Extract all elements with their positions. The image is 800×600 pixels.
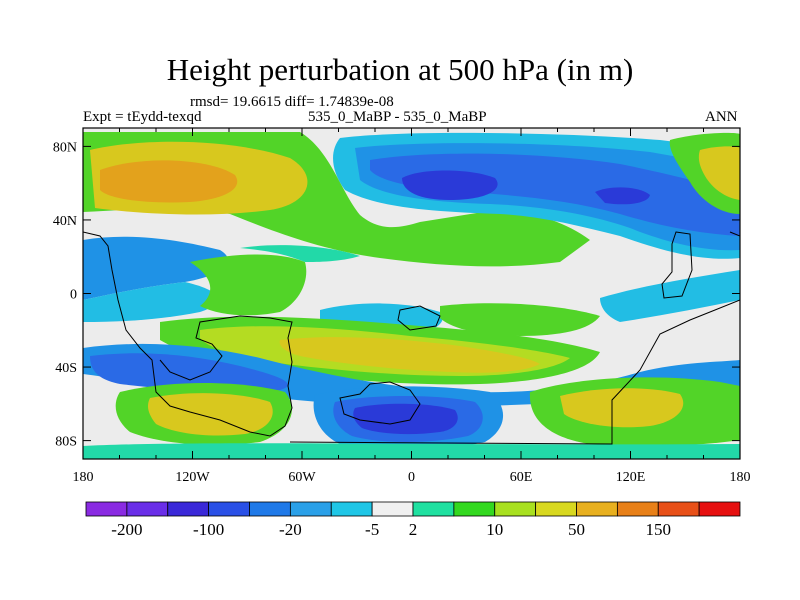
season-label: ANN [705,109,738,125]
colorbar-label: -100 [193,520,224,539]
colorbar-swatch [576,501,618,517]
colorbar-swatch [330,501,373,517]
x-tick-label: 180 [73,470,94,485]
x-tick-label: 60E [510,470,533,485]
colorbar-swatch [453,501,496,517]
colorbar-swatch [616,501,659,517]
stats-line: rmsd= 19.6615 diff= 1.74839e-08 [190,94,394,110]
x-axis: 180 120W 60W 0 60E 120E 180 [73,128,751,485]
colorbar-label: 50 [568,520,585,539]
y-axis: 80N 40N 0 40S 80S [53,140,740,450]
colorbar-label: -20 [279,520,302,539]
coastline-antarctica [289,299,740,445]
y-tick-label: 80S [55,435,77,450]
y-tick-label: 40S [55,361,77,376]
x-tick-label: 120W [175,470,210,485]
colorbar-swatch [289,501,332,517]
x-tick-label: 60W [288,470,316,485]
contour-equator-warm-tongue-edge [240,245,360,262]
contour-south-pacific-warm-core [148,393,273,436]
colorbar-label: 10 [486,520,503,539]
contour-equator-warm-east [440,303,600,336]
contour-sh-cool-belt-inner [90,353,288,392]
coastline-americas [83,231,293,437]
colorbar: -200 -100 -20 -5 2 10 50 150 [85,501,741,539]
colorbar-swatch [167,501,210,517]
colorbar-swatch [698,501,741,517]
colorbar-label: 150 [646,520,672,539]
colorbar-swatch [85,501,128,517]
contour-nh-east-warm-core [698,146,740,200]
x-tick-label: 180 [730,470,751,485]
x-tick-label: 0 [408,470,415,485]
colorbar-swatch [126,501,169,517]
contour-equator-cool-far-east [600,270,740,322]
colorbar-label: -5 [365,520,379,539]
y-tick-label: 40N [53,214,77,229]
y-tick-label: 80N [53,140,77,155]
colorbar-swatch [249,501,291,517]
coastline-africa-eurasia [397,305,441,331]
comparison-label: 535_0_MaBP - 535_0_MaBP [308,109,487,125]
colorbar-swatch [371,501,414,517]
y-tick-label: 0 [70,288,77,303]
colorbar-swatch [208,501,250,517]
contour-nh-cool-core-2 [595,187,650,205]
coastline-south-america [339,381,421,425]
colorbar-label: -200 [111,520,142,539]
chart-title: Height perturbation at 500 hPa (in m) [166,52,634,87]
contour-nh-cool-core [402,170,498,200]
experiment-label: Expt = tEydd-texqd [83,109,202,125]
contour-subtropic-cool-west-edge [83,282,218,322]
coastline-east-edge [729,231,740,237]
colorbar-swatch [535,501,577,517]
colorbar-swatch [412,501,455,517]
contour-subtropic-cool-west [83,236,228,300]
contour-sh-east-warm-core [560,388,684,428]
colorbar-swatch [657,501,700,517]
x-tick-label: 120E [616,470,646,485]
contour-sh-warm-core [279,337,540,373]
contour-antarctic-cool-core [353,403,458,435]
contour-field [83,128,740,459]
contour-equator-warm-tongue [190,254,307,316]
contour-nh-warm-peak [100,160,238,203]
colorbar-swatch [494,501,537,517]
coastlines [83,231,740,445]
coastline-asia-east [661,231,693,299]
colorbar-label: 2 [409,520,418,539]
